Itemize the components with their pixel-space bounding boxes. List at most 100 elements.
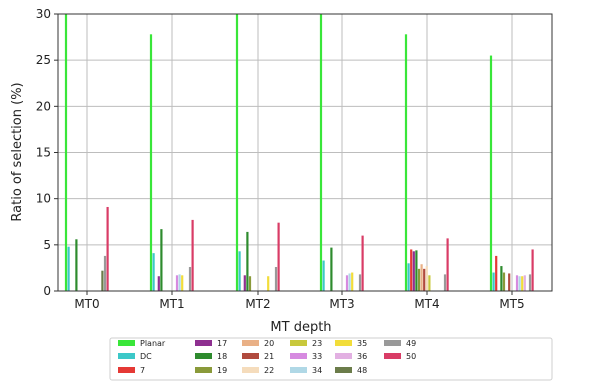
legend-label-33: 33 [312, 352, 322, 361]
y-tick-labels: 0 5 10 15 20 25 30 [36, 7, 58, 298]
bar-MT0-18 [75, 239, 78, 291]
legend-swatch-35 [335, 340, 352, 346]
legend-label-48: 48 [357, 366, 367, 375]
legend-swatch-7 [118, 367, 135, 373]
y-tick-label: 20 [36, 99, 51, 113]
bar-MT4-DC [407, 263, 410, 291]
bar-MT2-18 [246, 231, 249, 291]
bar-MT4-18 [415, 250, 418, 291]
x-axis-label: MT depth [270, 320, 331, 335]
bar-MT1-34 [178, 274, 181, 291]
bar-MT0-Planar [64, 14, 68, 291]
legend-swatch-50 [384, 353, 401, 359]
bar-MT0-48 [101, 270, 104, 291]
bar-MT1-Planar [149, 34, 153, 292]
legend-swatch-34 [290, 367, 307, 373]
bar-MT3-DC [322, 260, 325, 291]
legend-swatch-20 [242, 340, 259, 346]
bar-MT5-33 [515, 275, 519, 291]
bar-MT2-19 [248, 276, 252, 291]
bar-MT5-Planar [489, 55, 493, 291]
legend-swatch-36 [335, 353, 352, 359]
grid-lines [58, 13, 552, 292]
legend-swatch-49 [384, 340, 401, 346]
bar-MT2-17 [243, 275, 246, 291]
bar-MT1-DC [152, 253, 155, 291]
bar-MT5-35 [521, 276, 524, 291]
bar-MT2-DC [238, 251, 241, 291]
bar-MT4-50 [446, 238, 449, 291]
legend-label-DC: DC [140, 352, 152, 361]
bar-MT3-Planar [319, 14, 323, 291]
x-tick-labels: MT0 MT1 MT2 MT3 MT4 MT5 [74, 291, 525, 311]
legend-label-22: 22 [264, 366, 274, 375]
legend-label-35: 35 [357, 339, 367, 348]
bar-MT4-Planar [404, 34, 408, 292]
bar-MT4-21 [423, 268, 426, 291]
legend-label-21: 21 [264, 352, 274, 361]
bar-MT1-49 [188, 266, 192, 291]
y-tick-label: 25 [36, 53, 51, 67]
legend-swatch-21 [242, 353, 259, 359]
y-axis-label: Ratio of selection (%) [10, 82, 25, 221]
bar-MT4-7 [410, 249, 413, 291]
bar-MT4-49 [443, 274, 447, 291]
bar-MT3-18 [330, 247, 333, 291]
legend-label-Planar: Planar [140, 339, 166, 348]
bar-MT3-34 [348, 273, 351, 291]
x-tick-label: MT4 [414, 297, 439, 311]
bar-MT2-50 [277, 222, 280, 291]
legend-swatch-19 [195, 367, 212, 373]
bar-MT5-49 [528, 274, 532, 291]
bar-MT2-49 [274, 266, 278, 291]
legend-label-17: 17 [217, 339, 227, 348]
legend-label-20: 20 [264, 339, 274, 348]
x-tick-label: MT5 [499, 297, 524, 311]
legend-label-23: 23 [312, 339, 322, 348]
legend-swatch-18 [195, 353, 212, 359]
y-tick-label: 15 [36, 146, 51, 160]
legend-swatch-Planar [118, 340, 135, 346]
bar-MT5-21 [508, 273, 511, 291]
x-tick-label: MT1 [159, 297, 184, 311]
bar-MT4-19 [417, 268, 421, 291]
y-tick-label: 5 [43, 238, 51, 252]
legend-label-49: 49 [406, 339, 416, 348]
y-tick-label: 10 [36, 192, 51, 206]
bar-MT5-34 [518, 276, 521, 291]
bar-MT5-19 [502, 272, 506, 291]
legend: Planar DC 7 17 18 19 20 21 22 23 33 34 35 36 48 49 50 [109, 337, 553, 381]
x-tick-label: MT0 [74, 297, 99, 311]
bar-MT5-7 [495, 255, 498, 291]
bar-MT5-36 [523, 275, 526, 291]
bar-MT1-35 [181, 275, 184, 291]
bar-MT5-DC [492, 272, 495, 291]
bar-MT0-50 [106, 206, 109, 291]
bar-MT4-17 [412, 251, 415, 291]
legend-label-36: 36 [357, 352, 367, 361]
bar-MT4-20 [420, 264, 423, 291]
bar-MT4-22 [425, 266, 428, 291]
legend-label-34: 34 [312, 366, 322, 375]
bar-MT3-49 [358, 274, 362, 291]
x-tick-label: MT2 [245, 297, 270, 311]
legend-label-7: 7 [140, 366, 145, 375]
bar-MT0-49 [103, 255, 107, 291]
bar-MT3-50 [361, 235, 364, 291]
bar-MT1-50 [191, 219, 194, 291]
y-tick-label: 0 [43, 284, 51, 298]
legend-label-50: 50 [406, 352, 416, 361]
bars [64, 14, 534, 292]
legend-swatch-17 [195, 340, 212, 346]
bar-MT5-50 [531, 249, 534, 291]
bar-MT1-18 [160, 229, 163, 291]
y-tick-label: 30 [36, 7, 51, 21]
bar-MT2-Planar [235, 14, 239, 291]
bar-MT2-35 [267, 276, 270, 291]
bar-MT5-18 [500, 266, 503, 291]
legend-label-18: 18 [217, 352, 227, 361]
legend-swatch-33 [290, 353, 307, 359]
bar-MT4-23 [428, 275, 431, 291]
legend-label-19: 19 [217, 366, 227, 375]
